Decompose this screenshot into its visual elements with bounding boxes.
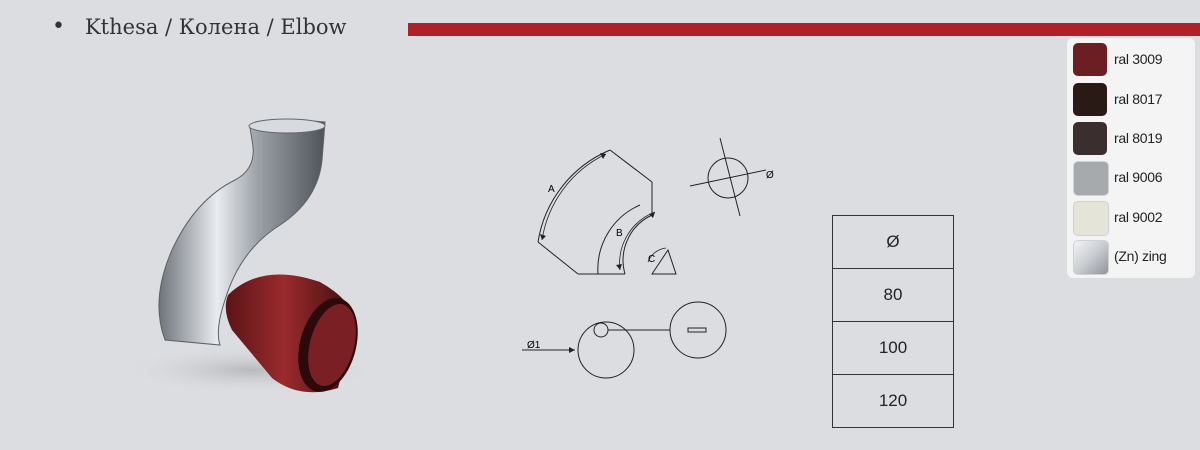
- swatch-label: ral 8017: [1114, 91, 1163, 107]
- table-row: 80: [832, 268, 954, 322]
- table-row: 120: [832, 374, 954, 428]
- swatch-ral-3009: [1073, 43, 1107, 76]
- bullet: •: [52, 14, 65, 39]
- table-cell: 120: [832, 374, 954, 428]
- swatch-ral-8017: [1073, 83, 1107, 116]
- swatch-label: (Zn) zing: [1114, 248, 1167, 264]
- swatch-ral-9002: [1073, 201, 1109, 236]
- swatch-label: ral 9006: [1114, 169, 1163, 185]
- page-title-row: • Kthesa / Колена / Elbow: [52, 14, 347, 39]
- color-swatch-panel: ral 3009 ral 8017 ral 8019 ral 9006 ral …: [1067, 38, 1195, 278]
- table-header-cell: Ø: [832, 215, 954, 269]
- page-title: Kthesa / Колена / Elbow: [84, 14, 347, 39]
- table-cell: 80: [832, 268, 954, 322]
- swatch-label: ral 8019: [1114, 130, 1163, 146]
- swatch-ral-8019: [1073, 122, 1107, 155]
- swatch-zinc: [1073, 240, 1109, 275]
- table-row: 100: [832, 321, 954, 375]
- size-table: Ø 80 100 120: [832, 215, 954, 428]
- swatch-label: ral 3009: [1114, 51, 1163, 67]
- table-row: Ø: [832, 215, 954, 269]
- swatch-label: ral 9002: [1114, 209, 1163, 225]
- table-cell: 100: [832, 321, 954, 375]
- title-accent-bar: [408, 23, 1200, 36]
- swatch-ral-9006: [1073, 161, 1109, 196]
